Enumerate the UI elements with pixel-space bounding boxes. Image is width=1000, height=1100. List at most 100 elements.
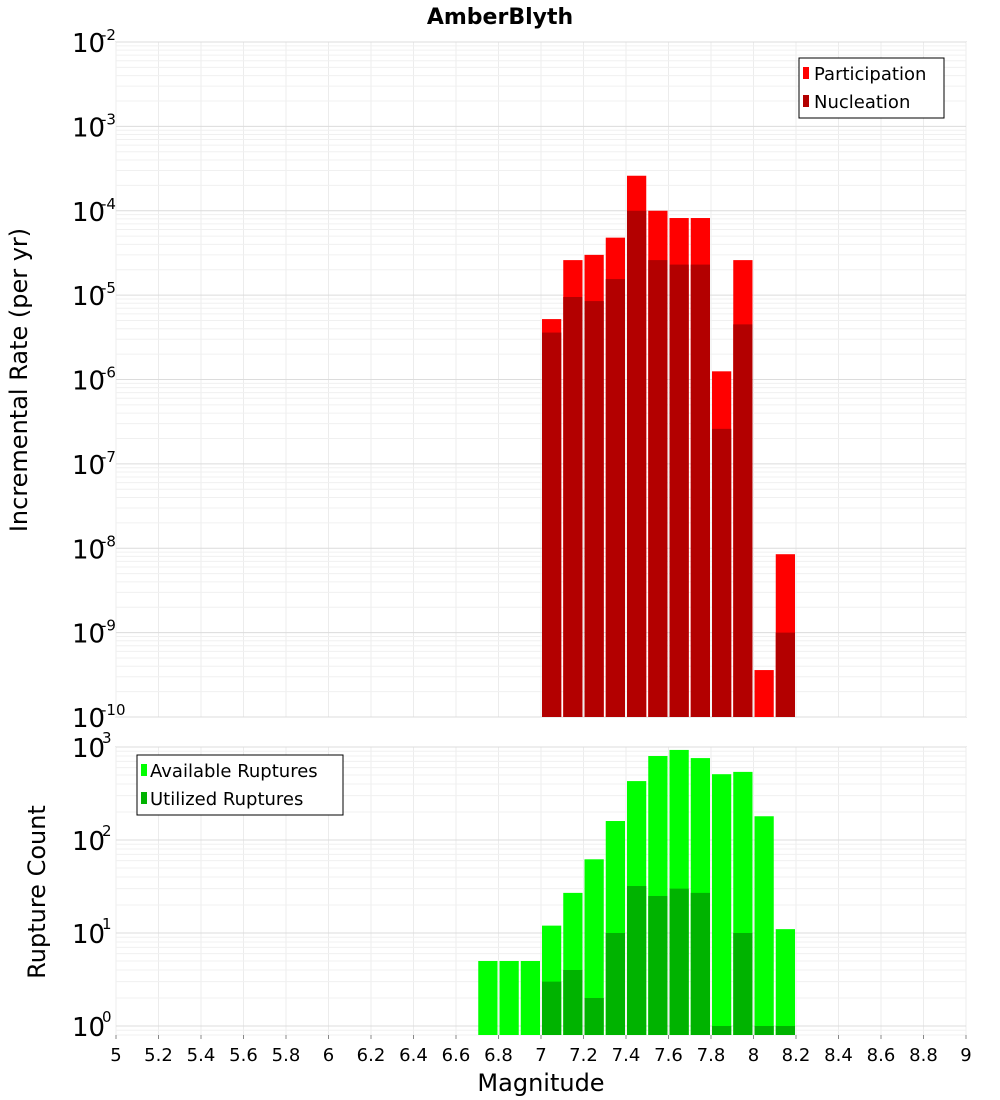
x-tick-label: 5 bbox=[110, 1045, 121, 1066]
available-ruptures-bar bbox=[499, 960, 519, 1035]
y-tick-label: 10-8 bbox=[72, 532, 116, 565]
nucleation-bar bbox=[690, 264, 710, 717]
x-tick-label: 6.6 bbox=[442, 1045, 471, 1066]
top-bars bbox=[542, 175, 795, 717]
legend-label-available: Available Ruptures bbox=[150, 761, 318, 782]
legend-swatch-available bbox=[141, 764, 147, 776]
x-tick-label: 5.2 bbox=[144, 1045, 173, 1066]
x-tick-label: 6.4 bbox=[399, 1045, 428, 1066]
y-tick-exponent: 0 bbox=[102, 1008, 112, 1026]
y-tick-label: 10-6 bbox=[72, 364, 116, 397]
y-tick-label: 10-2 bbox=[72, 26, 116, 59]
y-tick-label: 101 bbox=[72, 915, 112, 950]
y-tick-base: 10 bbox=[72, 282, 105, 312]
y-tick-base: 10 bbox=[72, 367, 105, 397]
nucleation-bar bbox=[648, 260, 668, 717]
x-tick-label: 7.2 bbox=[569, 1045, 598, 1066]
x-tick-label: 5.6 bbox=[229, 1045, 258, 1066]
x-tick-label: 8 bbox=[748, 1045, 759, 1066]
y-tick-label: 10-10 bbox=[72, 701, 126, 734]
legend-swatch-utilized bbox=[141, 792, 147, 804]
bottom-x-ticks: 5 5.2 5.4 5.6 5.8 6 6.2 6.4 6.6 6.8 7 7.2 7.4 7.6 7.8 8… bbox=[110, 1035, 972, 1066]
utilized-ruptures-bar bbox=[542, 981, 562, 1035]
top-grid bbox=[115, 41, 967, 718]
participation-bar bbox=[754, 670, 774, 717]
available-ruptures-bar bbox=[478, 960, 498, 1035]
x-tick-label: 8.2 bbox=[782, 1045, 811, 1066]
chart-title: AmberBlyth bbox=[427, 5, 573, 30]
nucleation-bar bbox=[584, 301, 604, 717]
legend-label-participation: Participation bbox=[814, 64, 926, 85]
bottom-legend: Available Ruptures Utilized Ruptures bbox=[136, 754, 344, 816]
available-ruptures-bar bbox=[712, 774, 732, 1035]
y-tick-base: 10 bbox=[72, 704, 105, 734]
nucleation-bar bbox=[669, 264, 689, 717]
nucleation-bar bbox=[627, 210, 647, 717]
utilized-ruptures-bar bbox=[648, 895, 668, 1035]
x-axis-label: Magnitude bbox=[477, 1069, 604, 1097]
utilized-ruptures-bar bbox=[775, 1025, 795, 1035]
y-tick-label: 10-9 bbox=[72, 617, 116, 650]
y-tick-label: 100 bbox=[72, 1008, 112, 1043]
utilized-ruptures-bar bbox=[605, 932, 625, 1035]
legend-label-utilized: Utilized Ruptures bbox=[150, 789, 303, 810]
y-tick-label: 10-4 bbox=[72, 195, 116, 228]
y-tick-exponent: -4 bbox=[101, 195, 116, 213]
nucleation-bar bbox=[733, 324, 753, 717]
available-ruptures-bar bbox=[520, 960, 540, 1035]
nucleation-bar bbox=[542, 332, 562, 717]
x-tick-label: 6 bbox=[323, 1045, 334, 1066]
utilized-ruptures-bar bbox=[690, 892, 710, 1035]
bottom-bars bbox=[478, 749, 795, 1035]
x-tick-label: 7.8 bbox=[697, 1045, 726, 1066]
y-tick-base: 10 bbox=[72, 920, 105, 950]
x-tick-label: 6.2 bbox=[357, 1045, 386, 1066]
nucleation-bar bbox=[563, 297, 583, 717]
utilized-ruptures-bar bbox=[669, 888, 689, 1035]
y-tick-label: 10-7 bbox=[72, 448, 116, 481]
y-tick-exponent: 3 bbox=[102, 729, 112, 747]
y-tick-exponent: -7 bbox=[101, 448, 116, 466]
y-tick-base: 10 bbox=[72, 827, 105, 857]
y-tick-exponent: -9 bbox=[101, 617, 116, 635]
utilized-ruptures-bar bbox=[627, 886, 647, 1035]
y-tick-exponent: 2 bbox=[102, 822, 112, 840]
nucleation-bar bbox=[605, 279, 625, 717]
y-tick-base: 10 bbox=[72, 535, 105, 565]
y-tick-label: 103 bbox=[72, 729, 112, 764]
available-ruptures-bar bbox=[754, 816, 774, 1035]
utilized-ruptures-bar bbox=[584, 997, 604, 1035]
top-y-ticks: 10-210-310-410-510-610-710-810-910-10 bbox=[72, 26, 126, 734]
top-plot: 10-210-310-410-510-610-710-810-910-10 In… bbox=[5, 26, 967, 734]
available-ruptures-bar bbox=[584, 859, 604, 1035]
y-tick-base: 10 bbox=[72, 620, 105, 650]
y-tick-label: 10-5 bbox=[72, 279, 116, 312]
y-tick-base: 10 bbox=[72, 734, 105, 764]
x-tick-label: 7 bbox=[535, 1045, 546, 1066]
x-tick-label: 8.6 bbox=[867, 1045, 896, 1066]
y-tick-exponent: 1 bbox=[102, 915, 112, 933]
top-legend-box bbox=[798, 57, 945, 119]
y-tick-exponent: -5 bbox=[101, 279, 116, 297]
x-tick-label: 8.8 bbox=[909, 1045, 938, 1066]
y-tick-base: 10 bbox=[72, 1013, 105, 1043]
utilized-ruptures-bar bbox=[563, 969, 583, 1035]
y-tick-exponent: -2 bbox=[101, 26, 116, 44]
y-tick-base: 10 bbox=[72, 29, 105, 59]
x-tick-label: 7.4 bbox=[612, 1045, 641, 1066]
y-tick-label: 102 bbox=[72, 822, 112, 857]
y-tick-label: 10-3 bbox=[72, 110, 116, 143]
y-tick-exponent: -6 bbox=[101, 364, 116, 382]
x-tick-label: 8.4 bbox=[824, 1045, 853, 1066]
x-tick-label: 5.8 bbox=[272, 1045, 301, 1066]
x-tick-label: 5.4 bbox=[187, 1045, 216, 1066]
legend-label-nucleation: Nucleation bbox=[814, 92, 910, 113]
y-tick-base: 10 bbox=[72, 198, 105, 228]
y-tick-exponent: -3 bbox=[101, 110, 116, 128]
x-tick-label: 9 bbox=[960, 1045, 971, 1066]
nucleation-bar bbox=[775, 632, 795, 717]
top-legend: Participation Nucleation bbox=[798, 57, 945, 119]
top-y-axis-label: Incremental Rate (per yr) bbox=[5, 228, 33, 532]
